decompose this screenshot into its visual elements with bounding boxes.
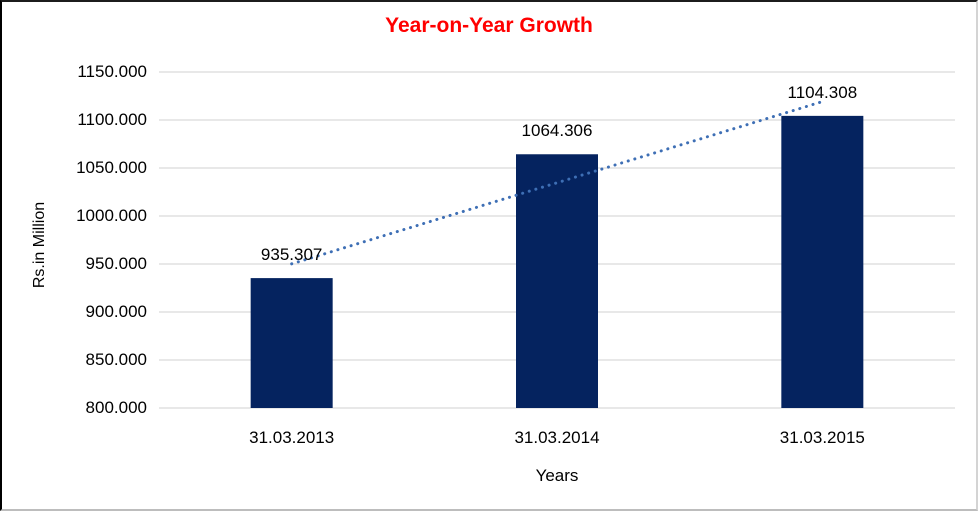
x-tick-label: 31.03.2015 bbox=[779, 428, 865, 447]
trendline bbox=[290, 100, 824, 266]
y-tick-label: 1100.000 bbox=[77, 110, 147, 129]
y-tick-label: 1150.000 bbox=[77, 62, 147, 81]
x-tick-label: 31.03.2013 bbox=[249, 428, 335, 447]
y-tick-label: 1050.000 bbox=[76, 158, 147, 177]
x-axis-title: Years bbox=[535, 466, 579, 485]
bar-value-label: 935.307 bbox=[260, 245, 323, 265]
bar-31.03.2014 bbox=[516, 154, 598, 408]
chart-title: Year-on-Year Growth bbox=[385, 14, 593, 37]
bar-31.03.2015 bbox=[781, 115, 864, 408]
y-tick-label: 850.000 bbox=[85, 350, 147, 369]
y-tick-label: 800.000 bbox=[85, 398, 147, 417]
y-tick-label: 1000.000 bbox=[76, 206, 147, 225]
bar-value-label: 1064.306 bbox=[521, 121, 593, 141]
bar-31.03.2013 bbox=[250, 278, 333, 408]
x-tick-label: 31.03.2014 bbox=[514, 428, 600, 447]
y-tick-label: 900.000 bbox=[85, 302, 147, 321]
bar-value-label: 1104.308 bbox=[787, 82, 858, 102]
y-tick-label: 950.000 bbox=[85, 254, 147, 273]
